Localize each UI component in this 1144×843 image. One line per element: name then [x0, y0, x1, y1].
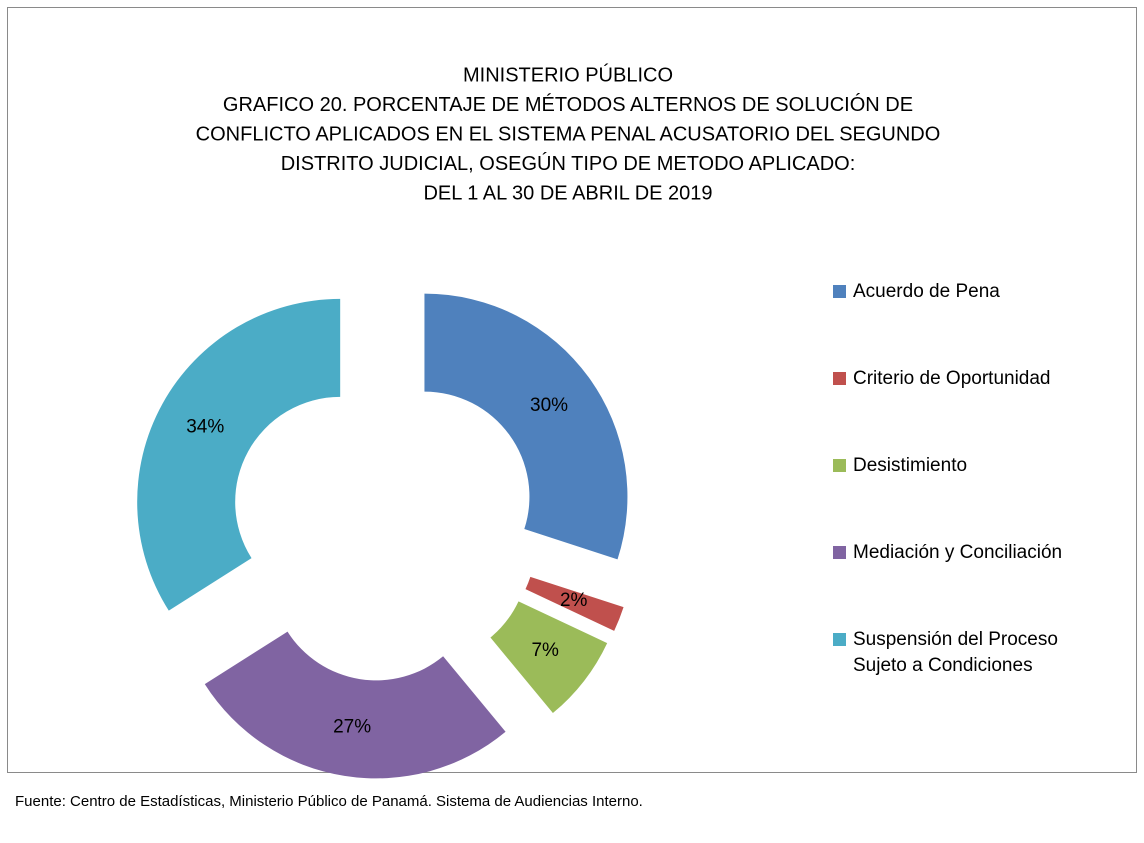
pie-slice [204, 631, 506, 779]
data-label: 27% [333, 717, 371, 738]
source-note: Fuente: Centro de Estadísticas, Minister… [15, 793, 643, 810]
legend-label: Suspensión del Proceso Sujeto a Condicio… [853, 629, 1058, 676]
legend-item: Mediación y Conciliación [833, 540, 1103, 566]
chart-border [7, 7, 1137, 773]
data-label: 7% [531, 640, 559, 661]
legend-label: Acuerdo de Pena [853, 281, 1000, 302]
pie-slice [525, 576, 624, 631]
chart-title: CONFLICTO APLICADOS EN EL SISTEMA PENAL … [196, 123, 941, 145]
legend-swatch [833, 633, 846, 646]
legend-label: Mediación y Conciliación [853, 542, 1063, 563]
data-label: 30% [530, 395, 568, 416]
chart-title: DEL 1 AL 30 DE ABRIL DE 2019 [423, 182, 712, 204]
pie-slice [424, 293, 628, 560]
legend-swatch [833, 459, 846, 472]
legend-swatch [833, 546, 846, 559]
legend-swatch [833, 372, 846, 385]
legend-item: Criterio de Oportunidad [833, 366, 1103, 392]
chart-title: MINISTERIO PÚBLICO [463, 63, 673, 86]
legend-item: Suspensión del Proceso Sujeto a Condicio… [833, 627, 1103, 679]
legend-swatch [833, 285, 846, 298]
pie-slice [490, 601, 608, 714]
legend-item: Acuerdo de Pena [833, 279, 1103, 305]
legend-label: Criterio de Oportunidad [853, 368, 1051, 389]
data-label: 2% [560, 590, 588, 611]
legend-item: Desistimiento [833, 453, 1103, 479]
legend-label: Desistimiento [853, 455, 968, 476]
data-label: 34% [186, 417, 224, 438]
chart-title: DISTRITO JUDICIAL, OSEGÚN TIPO DE METODO… [281, 152, 856, 175]
pie-slice [137, 298, 341, 611]
chart-title: GRAFICO 20. PORCENTAJE DE MÉTODOS ALTERN… [223, 93, 913, 116]
